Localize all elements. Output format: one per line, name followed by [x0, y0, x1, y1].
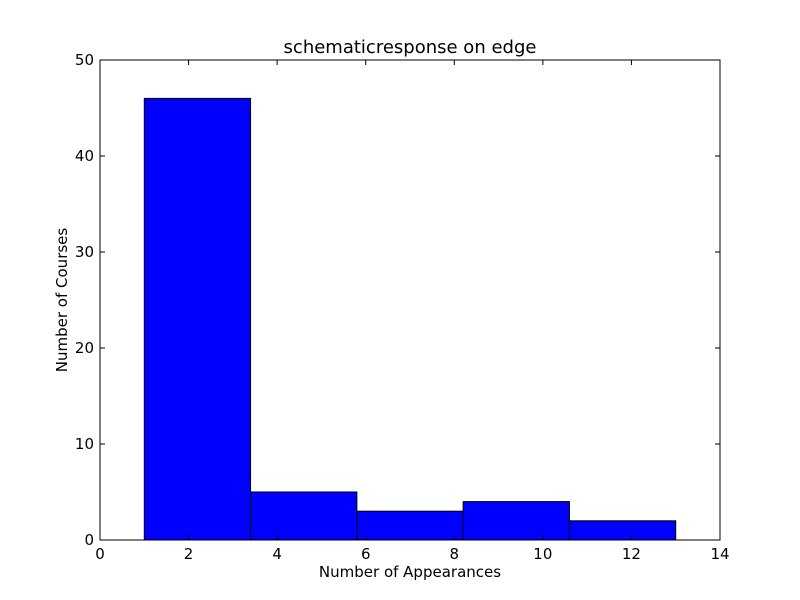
histogram-bar-1	[143, 97, 252, 541]
x-tick-label: 6	[361, 545, 371, 563]
histogram-bar-2	[250, 491, 358, 541]
x-axis-label: Number of Appearances	[319, 563, 501, 581]
bars-group	[143, 97, 677, 541]
histogram-bar-5	[568, 520, 677, 541]
x-tick-label: 14	[710, 545, 729, 563]
histogram-bar-4	[462, 501, 570, 541]
x-tick-label: 10	[533, 545, 552, 563]
y-tick-label: 30	[75, 243, 94, 261]
x-tick-label: 2	[184, 545, 194, 563]
histogram-bar-3	[356, 510, 464, 541]
y-tick-label: 10	[75, 435, 94, 453]
y-tick-label: 20	[75, 339, 94, 357]
chart-title: schematicresponse on edge	[284, 37, 537, 58]
plot-frame	[99, 59, 721, 541]
y-tick-label: 50	[75, 51, 94, 69]
x-tick-label: 4	[272, 545, 282, 563]
ticks-group: 0 2 4 6 8 10 12 14 0 10 20 30 40 50	[75, 51, 730, 563]
x-tick-label: 12	[622, 545, 641, 563]
y-tick-label: 40	[75, 147, 94, 165]
y-tick-label: 0	[84, 531, 94, 549]
x-tick-label: 8	[450, 545, 460, 563]
y-axis-label: Number of Courses	[53, 228, 71, 373]
x-tick-label: 0	[95, 545, 105, 563]
